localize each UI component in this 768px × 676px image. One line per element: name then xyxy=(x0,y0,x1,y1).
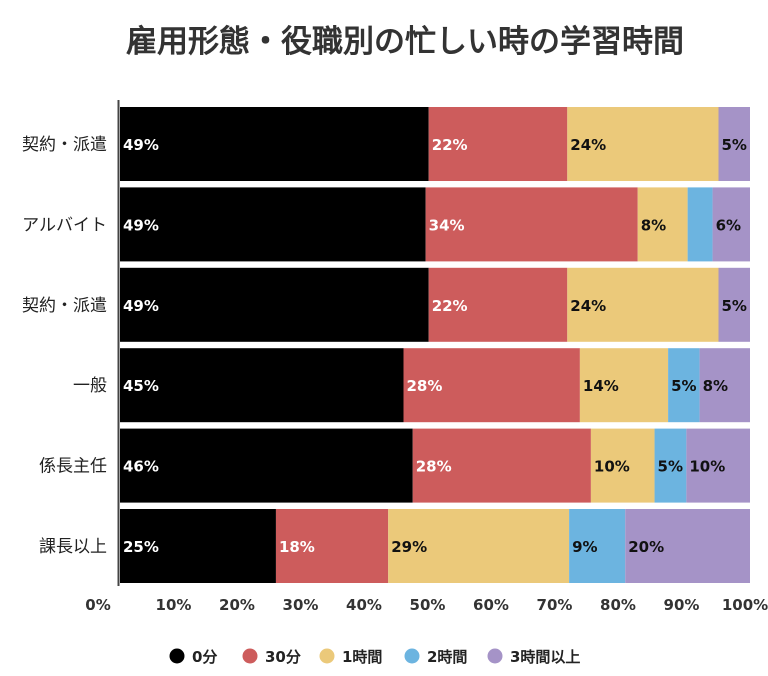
data-label: 5% xyxy=(722,136,747,154)
bar-segment xyxy=(403,348,580,423)
bar-row: 49% 22% 24% 5% xyxy=(120,107,750,181)
x-tick-label: 30% xyxy=(283,596,319,614)
y-tick-label: 一般 xyxy=(73,376,107,396)
data-label: 10% xyxy=(594,458,630,476)
legend-label: 0分 xyxy=(192,648,217,666)
data-label: 29% xyxy=(391,538,427,556)
data-label: 5% xyxy=(722,297,747,315)
bar-segment xyxy=(687,187,713,262)
bar-segment xyxy=(567,107,719,181)
bar-segment xyxy=(120,509,276,583)
bar-segment xyxy=(625,509,750,583)
plot-area: 49% 22% 24% 5% 49% 34% 8% 6% 49% 22% 24% 5% 45% 28% 14… xyxy=(120,107,750,583)
data-label: 6% xyxy=(716,216,741,234)
bar-segment xyxy=(637,187,688,262)
data-label: 25% xyxy=(123,538,159,556)
bar-segment xyxy=(275,509,389,583)
legend-label: 30分 xyxy=(265,648,301,666)
bar-row: 46% 28% 10% 5% 10% xyxy=(120,428,750,503)
bar-row: 25% 18% 29% 9% 20% xyxy=(120,509,750,583)
bar-row: 49% 22% 24% 5% xyxy=(120,267,750,342)
data-label: 22% xyxy=(432,297,468,315)
legend-label: 3時間以上 xyxy=(510,648,580,666)
bar-segment xyxy=(428,267,568,342)
data-label: 5% xyxy=(671,377,696,395)
x-tick-label: 10% xyxy=(156,596,192,614)
y-tick-label: 契約・派遣 xyxy=(22,296,107,316)
x-tick-label: 0% xyxy=(85,596,110,614)
bar-segment xyxy=(718,107,750,181)
bar-segment xyxy=(712,187,750,262)
data-label: 10% xyxy=(689,458,725,476)
x-tick-label: 50% xyxy=(410,596,446,614)
bar-segment xyxy=(412,428,591,503)
legend-swatch xyxy=(487,648,503,664)
x-axis-ticks: 0% 10% 20% 30% 40% 50% 60% 70% 80% 90% 100% xyxy=(85,596,768,614)
legend-swatch xyxy=(319,648,335,664)
bar-segment xyxy=(388,509,570,583)
data-label: 22% xyxy=(432,136,468,154)
x-tick-label: 60% xyxy=(473,596,509,614)
bar-segment xyxy=(569,509,626,583)
y-tick-label: アルバイト xyxy=(22,215,107,235)
bar-segment xyxy=(120,107,429,181)
bar-segment xyxy=(718,267,750,342)
data-label: 45% xyxy=(123,377,159,395)
bar-row: 49% 34% 8% 6% xyxy=(120,187,750,262)
bar-segment xyxy=(567,267,719,342)
data-label: 28% xyxy=(416,458,452,476)
bar-segment xyxy=(686,428,750,503)
data-label: 5% xyxy=(658,458,683,476)
bar-segment xyxy=(579,348,669,423)
data-label: 28% xyxy=(407,377,443,395)
data-label: 24% xyxy=(570,297,606,315)
data-label: 8% xyxy=(641,216,666,234)
x-tick-label: 70% xyxy=(537,596,573,614)
bar-segment xyxy=(668,348,700,423)
x-tick-label: 80% xyxy=(600,596,636,614)
legend-swatch xyxy=(404,648,420,664)
bar-segment xyxy=(120,267,429,342)
bar-segment xyxy=(590,428,655,503)
legend: 0分 30分 1時間 2時間 3時間以上 xyxy=(169,648,580,666)
bar-row: 45% 28% 14% 5% 8% xyxy=(120,348,750,423)
data-label: 46% xyxy=(123,458,159,476)
data-label: 49% xyxy=(123,216,159,234)
chart-title: 雇用形態・役職別の忙しい時の学習時間 xyxy=(126,24,684,60)
y-tick-label: 課長以上 xyxy=(39,537,107,557)
bar-segment xyxy=(120,187,426,262)
data-label: 34% xyxy=(429,216,465,234)
x-tick-label: 100% xyxy=(722,596,768,614)
data-label: 8% xyxy=(703,377,728,395)
data-label: 14% xyxy=(583,377,619,395)
data-label: 18% xyxy=(279,538,315,556)
bar-segment xyxy=(654,428,687,503)
legend-swatch xyxy=(169,648,185,664)
bar-segment xyxy=(120,428,413,503)
data-label: 20% xyxy=(628,538,664,556)
bar-segment xyxy=(699,348,750,423)
bar-segment xyxy=(120,348,404,423)
data-label: 49% xyxy=(123,136,159,154)
bar-segment xyxy=(425,187,638,262)
y-tick-label: 契約・派遣 xyxy=(22,135,107,155)
data-label: 49% xyxy=(123,297,159,315)
y-tick-label: 係長主任 xyxy=(39,457,107,477)
x-tick-label: 20% xyxy=(219,596,255,614)
legend-label: 1時間 xyxy=(342,648,382,666)
data-label: 24% xyxy=(570,136,606,154)
legend-swatch xyxy=(242,648,258,664)
legend-label: 2時間 xyxy=(427,648,467,666)
data-label: 9% xyxy=(572,538,597,556)
x-tick-label: 90% xyxy=(664,596,700,614)
bar-segment xyxy=(428,107,568,181)
x-tick-label: 40% xyxy=(346,596,382,614)
